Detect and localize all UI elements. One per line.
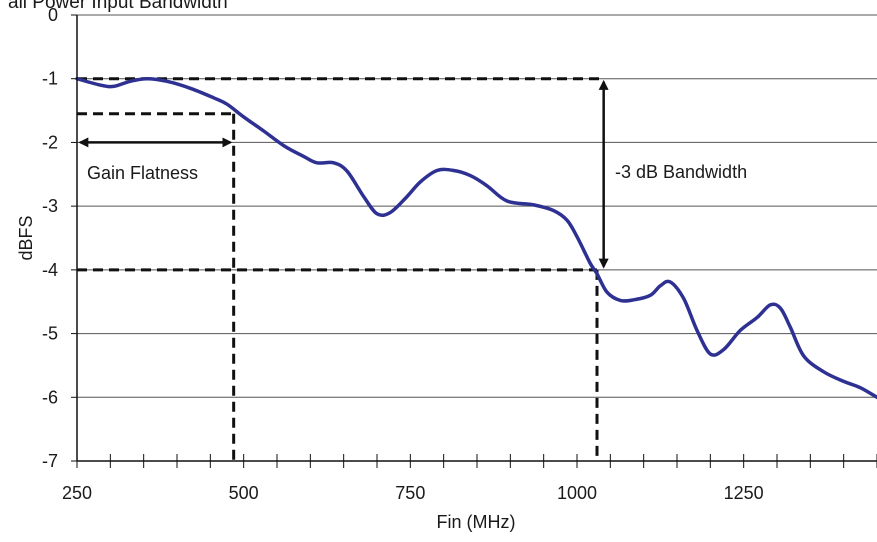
gridlines — [77, 14, 877, 398]
chart-title: all Power Input Bandwidth — [8, 0, 228, 13]
x-axis-title: Fin (MHz) — [437, 512, 516, 532]
series-line — [75, 76, 877, 400]
y-tick-label: 0 — [48, 5, 58, 25]
x-tick-label: 500 — [229, 483, 259, 503]
y-tick-label: -7 — [42, 451, 58, 471]
series-group — [75, 76, 877, 400]
annotation-gain-flatness: Gain Flatness — [87, 163, 198, 183]
annotation-arrows — [78, 79, 609, 269]
y-tick-label: -6 — [42, 387, 58, 407]
y-tick-label: -1 — [42, 69, 58, 89]
reference-lines — [77, 77, 604, 461]
axes — [71, 14, 877, 468]
tick-labels: 250 500 750 1000 1250 0 -1 -2 -3 -4 -5 -6 -7 — [42, 5, 764, 503]
y-tick-label: -3 — [42, 196, 58, 216]
x-tick-label: 1000 — [557, 483, 597, 503]
annotation-3db-bandwidth: -3 dB Bandwidth — [615, 162, 747, 182]
y-axis-title: dBFS — [16, 215, 36, 260]
x-tick-label: 750 — [395, 483, 425, 503]
x-tick-label: 1250 — [724, 483, 764, 503]
x-tick-label: 250 — [62, 483, 92, 503]
y-tick-label: -4 — [42, 260, 58, 280]
y-tick-label: -2 — [42, 132, 58, 152]
y-tick-label: -5 — [42, 324, 58, 344]
